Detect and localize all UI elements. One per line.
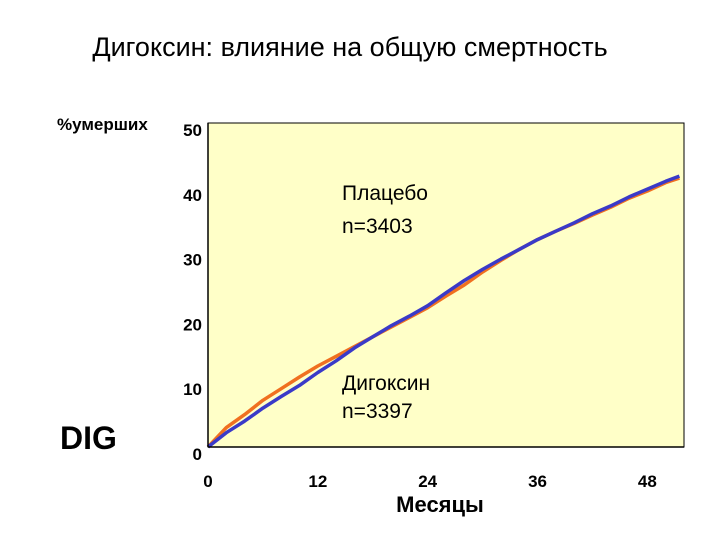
study-label: DIG xyxy=(60,420,117,456)
series-line-digoxin xyxy=(206,174,681,449)
annotation-digoxin-name: Дигоксин xyxy=(342,372,430,395)
annotation-digoxin-n: n=3397 xyxy=(342,400,413,423)
annotation-placebo-name: Плацебо xyxy=(342,182,428,205)
y-tick-label: 50 xyxy=(183,121,202,140)
x-axis-label: Месяцы xyxy=(396,492,484,517)
series-layer xyxy=(206,174,681,449)
x-tick-label: 36 xyxy=(528,472,547,491)
y-axis-label: %умерших xyxy=(57,115,148,134)
x-tick-label: 0 xyxy=(203,472,212,491)
ticks-layer: 0 10 20 30 40 50 0 12 24 36 48 xyxy=(183,121,657,491)
annotation-placebo: Плацебо n=3403 xyxy=(342,182,434,238)
y-tick-label: 30 xyxy=(183,251,202,270)
y-tick-label: 40 xyxy=(183,186,202,205)
annotation-placebo-n: n=3403 xyxy=(342,215,413,238)
annotation-digoxin: Дигоксин n=3397 xyxy=(342,372,436,423)
y-tick-label: 20 xyxy=(183,315,202,334)
x-tick-label: 48 xyxy=(638,472,657,491)
chart-title: Дигоксин: влияние на общую смертность xyxy=(92,32,608,62)
x-tick-label: 12 xyxy=(308,472,327,491)
x-tick-label: 24 xyxy=(418,472,437,491)
y-tick-label: 10 xyxy=(183,380,202,399)
y-tick-label: 0 xyxy=(193,445,202,464)
